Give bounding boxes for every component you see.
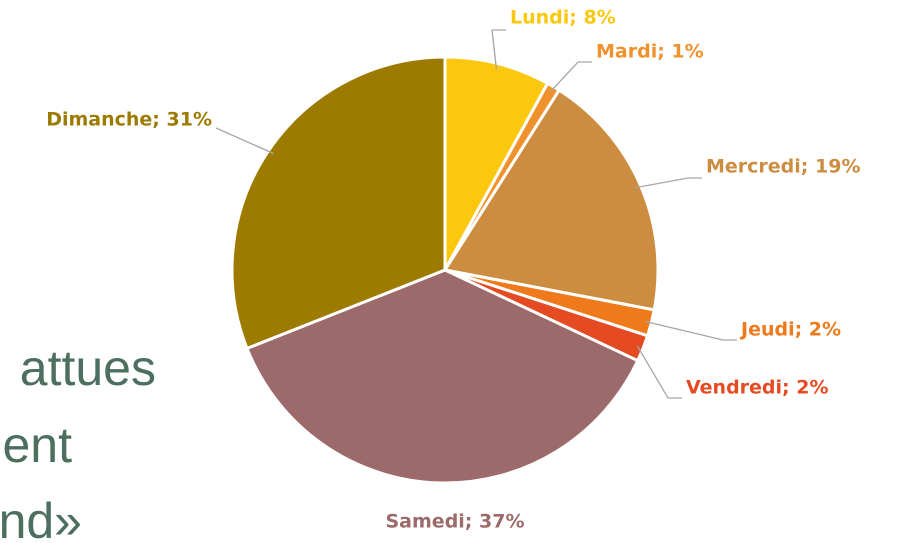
data-label: Mardi; 1%	[596, 41, 704, 63]
data-label: Samedi; 37%	[386, 511, 525, 533]
leader-line	[634, 177, 702, 189]
pie-slice	[245, 268, 640, 485]
pie-slice	[443, 55, 550, 271]
data-label: Mercredi; 19%	[706, 156, 861, 178]
pie-slice	[230, 55, 447, 351]
leader-line	[215, 127, 275, 155]
data-label: Jeudi; 2%	[739, 319, 841, 341]
leader-line	[645, 320, 737, 341]
slide-text: ent	[2, 417, 72, 473]
data-label: Vendredi; 2%	[686, 377, 829, 399]
data-label: Dimanche; 31%	[46, 109, 212, 131]
pie-slice	[442, 88, 660, 312]
slide-text: nd»	[0, 493, 82, 543]
leader-line	[636, 345, 682, 399]
slide-text: attues	[20, 340, 156, 396]
leader-line	[491, 29, 506, 70]
data-label: Lundi; 8%	[510, 7, 616, 29]
leader-line	[549, 61, 592, 93]
